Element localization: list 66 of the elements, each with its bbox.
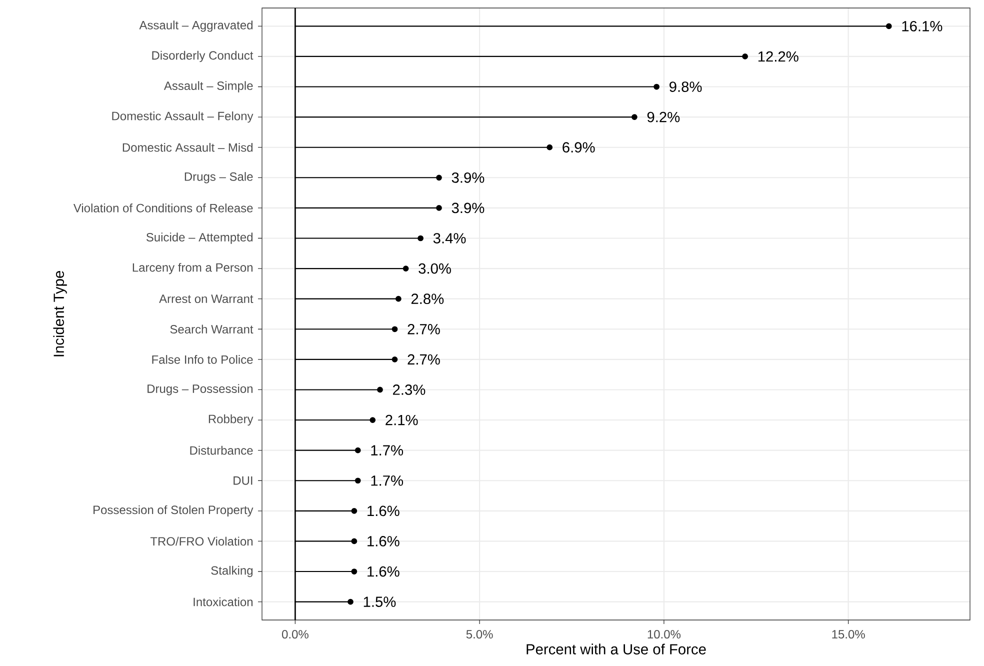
y-axis-title: Incident Type	[53, 271, 67, 356]
point	[402, 266, 409, 272]
data-label: 9.2%	[647, 112, 680, 122]
y-tick-label: Drugs – Possession	[148, 384, 252, 396]
point	[354, 447, 361, 454]
data-label: 1.6%	[368, 506, 400, 516]
y-tick-label: Disorderly Conduct	[152, 50, 254, 62]
data-label: 2.3%	[393, 384, 426, 395]
y-tick-label: DUI	[234, 476, 252, 485]
y-tick-label: Suicide – Attempted	[146, 232, 252, 244]
point	[654, 84, 660, 90]
y-tick-label: Possession of Stolen Property	[94, 505, 254, 517]
data-label: 16.1%	[902, 20, 942, 32]
data-label: 3.9%	[452, 172, 484, 183]
point	[377, 386, 383, 393]
y-tick-label: Stalking	[211, 566, 253, 578]
data-label: 12.2%	[758, 51, 798, 62]
data-label: 3.9%	[452, 202, 484, 214]
y-tick-label: Drugs – Sale	[184, 172, 253, 184]
point	[351, 568, 358, 574]
point	[370, 417, 376, 423]
point	[742, 54, 748, 60]
data-label: 2.1%	[386, 414, 418, 426]
data-label: 2.7%	[408, 354, 440, 365]
x-tick-label: 15.0%	[832, 630, 865, 639]
point	[396, 296, 402, 302]
point	[351, 538, 358, 544]
point	[348, 598, 354, 605]
y-tick-label: Robbery	[208, 414, 254, 426]
data-label: 2.8%	[411, 294, 444, 304]
point	[546, 144, 553, 150]
data-label: 2.7%	[408, 324, 440, 334]
y-tick-label: TRO/FRO Violation	[150, 536, 253, 546]
y-tick-label: Disturbance	[190, 446, 253, 455]
point	[436, 174, 442, 181]
y-tick-label: Assault – Simple	[164, 81, 253, 92]
y-tick-label: Intoxication	[194, 597, 253, 606]
point	[354, 478, 361, 484]
y-tick-label: Domestic Assault – Misd	[122, 142, 252, 152]
data-label: 1.6%	[368, 566, 400, 577]
data-label: 3.0%	[418, 263, 451, 274]
point	[436, 205, 442, 211]
y-tick-label: Assault – Aggravated	[139, 20, 252, 32]
y-tick-label: Violation of Conditions of Release	[73, 204, 253, 212]
data-label: 6.9%	[562, 142, 595, 153]
x-tick-label: 5.0%	[466, 630, 493, 639]
point	[632, 114, 638, 120]
point	[886, 23, 892, 30]
point	[392, 356, 398, 362]
data-label: 1.5%	[364, 596, 396, 607]
data-label: 9.8%	[670, 82, 702, 92]
x-tick-label: 10.0%	[648, 630, 681, 639]
data-label: 1.6%	[368, 536, 400, 546]
point	[392, 326, 398, 332]
point	[418, 235, 424, 242]
y-tick-label: Search Warrant	[170, 324, 254, 334]
data-label: 1.7%	[371, 476, 404, 486]
y-tick-label: Arrest on Warrant	[159, 294, 254, 304]
y-tick-label: Larceny from a Person	[132, 262, 252, 274]
y-tick-label: Domestic Assault – Felony	[112, 111, 254, 123]
x-axis-title: Percent with a Use of Force	[526, 644, 706, 654]
x-tick-label: 0.0%	[282, 630, 308, 639]
y-tick-label: False Info to Police	[152, 355, 253, 364]
point	[351, 508, 358, 514]
data-label: 3.4%	[433, 233, 466, 244]
data-label: 1.7%	[371, 445, 404, 456]
